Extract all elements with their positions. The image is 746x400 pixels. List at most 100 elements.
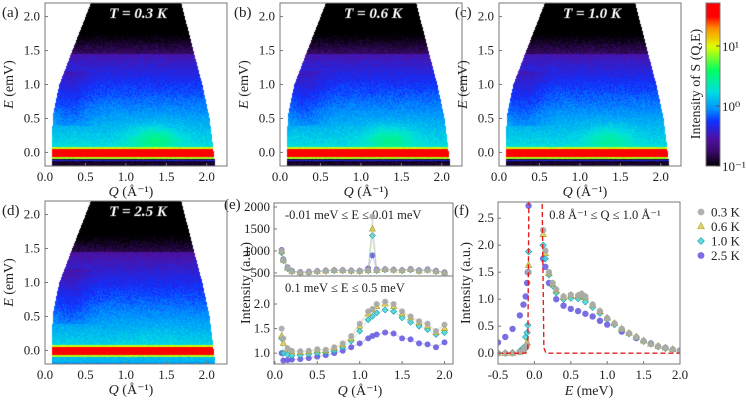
x-tick-label: 0.0: [37, 169, 53, 184]
data-point-circle: [525, 202, 532, 209]
data-point-circle: [545, 269, 553, 276]
x-tick-label: 1.5: [158, 169, 174, 184]
y-tick-label: 0.5: [24, 110, 40, 125]
data-point-circle: [278, 325, 285, 332]
x-tick-label: 1.0: [352, 367, 368, 382]
data-point-circle: [498, 339, 502, 346]
data-point-diamond: [356, 327, 364, 335]
data-point-circle: [604, 321, 611, 328]
colorbar-label: Intensity of S (Q,E): [689, 28, 704, 139]
data-point-circle: [560, 302, 567, 309]
x-tick-label: 1.0: [599, 367, 615, 382]
data-point-circle: [589, 313, 596, 320]
series-line: [281, 228, 445, 274]
series-line: [281, 216, 445, 273]
data-point-circle: [390, 266, 397, 273]
colorbar-tick-label: 10⁰: [722, 99, 740, 114]
data-point-circle: [356, 340, 363, 347]
x-tick-label: 1.5: [612, 169, 628, 184]
y-tick-label: 1.0: [254, 345, 270, 360]
data-point-diamond: [390, 307, 398, 315]
data-point-circle: [399, 267, 406, 274]
x-tick-label: 2.0: [434, 169, 450, 184]
data-point-circle: [596, 307, 604, 315]
plot-frame: [44, 2, 228, 167]
plot-frame: [279, 2, 463, 167]
y-tick-label: 1.0: [478, 77, 494, 92]
x-tick-label: 0.0: [526, 367, 542, 382]
x-tick-label: 0.5: [563, 367, 579, 382]
y-tick-label: 1500: [244, 221, 270, 236]
x-tick-label: 0.5: [531, 169, 547, 184]
legend-item: 1.0 K: [697, 234, 741, 249]
heatmap-axes-b: 0.0 0.5 1.0 1.5 2.0 0.0 0.5 1.0 1.5 2.0 Q (Å⁻¹) E (…: [237, 2, 463, 200]
x-tick-label: 0.0: [272, 169, 288, 184]
data-point-diamond: [288, 352, 296, 360]
data-point-circle: [509, 325, 516, 333]
series-1.0K: [498, 241, 680, 357]
y-tick-label: 1.5: [24, 241, 40, 256]
legend-item: 0.6 K: [697, 219, 741, 234]
x-axis-unit: (meV): [573, 384, 613, 399]
y-tick-label: 2.0: [478, 9, 494, 24]
data-point-circle: [553, 286, 560, 293]
panel-label-d: (d): [2, 203, 20, 219]
data-point-circle: [542, 247, 549, 254]
y-tick-label: 500: [251, 265, 271, 280]
x-tick-label: 0.0: [491, 169, 507, 184]
data-point-triangle: [441, 324, 449, 332]
series-2.5K: [278, 329, 448, 364]
y-tick-label: 1.0: [24, 77, 40, 92]
y-tick-label: 0.5: [24, 308, 40, 323]
data-point-circle: [305, 355, 312, 362]
range-annotation: 0.1 meV ≤ E ≤ 0.5 meV: [285, 281, 405, 295]
data-point-circle: [640, 337, 647, 344]
y-tick-label: 2000: [244, 199, 270, 214]
range-annotation: -0.01 meV ≤ E ≤ 0.01 meV: [285, 208, 421, 222]
data-point-circle: [280, 335, 287, 342]
x-tick-label: 1.0: [118, 367, 134, 382]
data-point-circle: [618, 325, 625, 333]
data-point-triangle: [279, 339, 287, 346]
x-tick-label: 0.5: [77, 367, 93, 382]
x-tick-label: 1.5: [393, 169, 409, 184]
data-point-circle: [356, 267, 363, 274]
panel-label-c: (c): [455, 5, 472, 21]
panel-f: -0.5 0.0 0.5 1.0 1.5 2.0 0.0 0.5 1.0 1.5 2.0 2.5 E (…: [459, 201, 741, 399]
data-point-circle: [502, 350, 509, 357]
series-1.0K: [278, 306, 448, 360]
series-2.5K: [498, 202, 680, 354]
data-point-circle: [525, 269, 532, 276]
y-tick-label: 1.5: [24, 43, 40, 58]
data-point-circle: [625, 330, 633, 337]
legend-item: 2.5 K: [697, 248, 741, 263]
data-point-circle: [297, 348, 304, 355]
data-point-circle: [433, 268, 440, 275]
y-tick-label: 1.0: [24, 275, 40, 290]
y-tick-label: 0.0: [259, 144, 275, 159]
data-point-diamond: [368, 232, 376, 239]
data-point-circle: [433, 344, 440, 351]
x-tick-label: -0.5: [488, 367, 509, 382]
x-tick-label: 0.5: [309, 367, 325, 382]
data-point-circle: [369, 252, 376, 259]
data-point-circle: [523, 341, 531, 349]
heatmap-axes-a: 0.0 0.5 1.0 1.5 2.0 0.0 0.5 1.0 1.5 2.0 Q (Å⁻¹) E (…: [2, 2, 228, 200]
series-line: [281, 309, 445, 357]
data-point-circle: [373, 331, 380, 338]
data-point-circle: [284, 264, 291, 271]
data-point-circle: [399, 308, 406, 315]
data-point-circle: [382, 329, 389, 336]
data-point-circle: [407, 266, 414, 273]
x-axis-unit: (Å⁻¹): [119, 382, 154, 398]
resolution-dashed-line: [498, 202, 680, 354]
data-point-circle: [542, 263, 549, 270]
y-axis-unit: (emV): [2, 258, 17, 298]
colorbar-tick-label: 10¹: [722, 39, 739, 54]
y-tick-label: 0.5: [478, 318, 494, 333]
data-point-triangle: [697, 221, 705, 230]
data-point-circle: [516, 312, 524, 319]
series-line: [281, 235, 445, 274]
panel-e: 500 1000 1500 2000 -0.01 meV ≤ E ≤ 0.01 meV 1…: [239, 199, 454, 399]
